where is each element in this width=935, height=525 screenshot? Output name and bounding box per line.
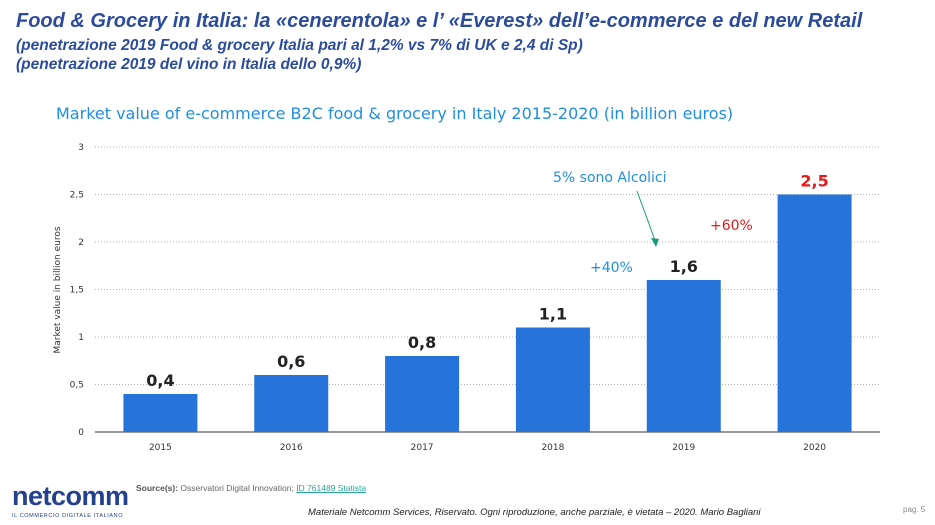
y-tick-label: 2,5 [70,191,84,201]
page-subtitle-1: (penetrazione 2019 Food & grocery Italia… [16,37,583,54]
source-label: Source(s): [136,483,179,493]
data-label: 0,8 [408,333,436,352]
data-label: 1,6 [670,257,698,276]
bar [646,280,721,432]
data-label: 1,1 [539,305,567,324]
annotation-alcolici: 5% sono Alcolici [553,170,667,186]
source-line: Source(s): Osservatori Digital Innovatio… [136,483,366,493]
y-tick-label: 1 [78,333,84,343]
bar [385,356,460,432]
y-tick-label: 0 [78,428,84,438]
chart-title: Market value of e-commerce B2C food & gr… [56,104,734,123]
x-tick-label: 2019 [672,443,695,453]
y-tick-label: 2 [78,238,84,248]
page-title: Food & Grocery in Italia: la «cenerentol… [16,10,863,32]
annotation-growth-60: +60% [710,218,753,234]
x-tick-label: 2018 [541,443,564,453]
arrow-head-icon [651,238,659,247]
y-tick-label: 3 [78,143,84,153]
x-tick-label: 2017 [411,443,434,453]
page-subtitle-2: (penetrazione 2019 del vino in Italia de… [16,56,362,73]
annotation-growth-40: +40% [590,260,633,276]
source-link[interactable]: ID 761489 Statista [296,483,367,493]
bar [254,375,329,432]
footer-text: Materiale Netcomm Services, Riservato. O… [308,507,761,518]
data-label: 0,6 [277,352,305,371]
data-label: 2,5 [800,172,828,191]
y-tick-label: 0,5 [70,381,84,391]
logo-tagline: IL COMMERCIO DIGITALE ITALIANO [12,513,124,519]
annotation-arrow [636,190,657,244]
bar [123,394,198,432]
x-tick-label: 2015 [149,443,172,453]
x-tick-label: 2020 [803,443,826,453]
netcomm-logo: netcomm [12,481,129,511]
y-tick-label: 1,5 [70,286,84,296]
bar [515,327,590,432]
data-label: 0,4 [146,371,174,390]
bar [777,194,852,432]
y-axis-label: Market value in billion euros [53,226,63,353]
source-text: Osservatori Digital Innovation; [180,483,294,493]
x-tick-label: 2016 [280,443,303,453]
page-number: pag. 5 [903,505,926,514]
